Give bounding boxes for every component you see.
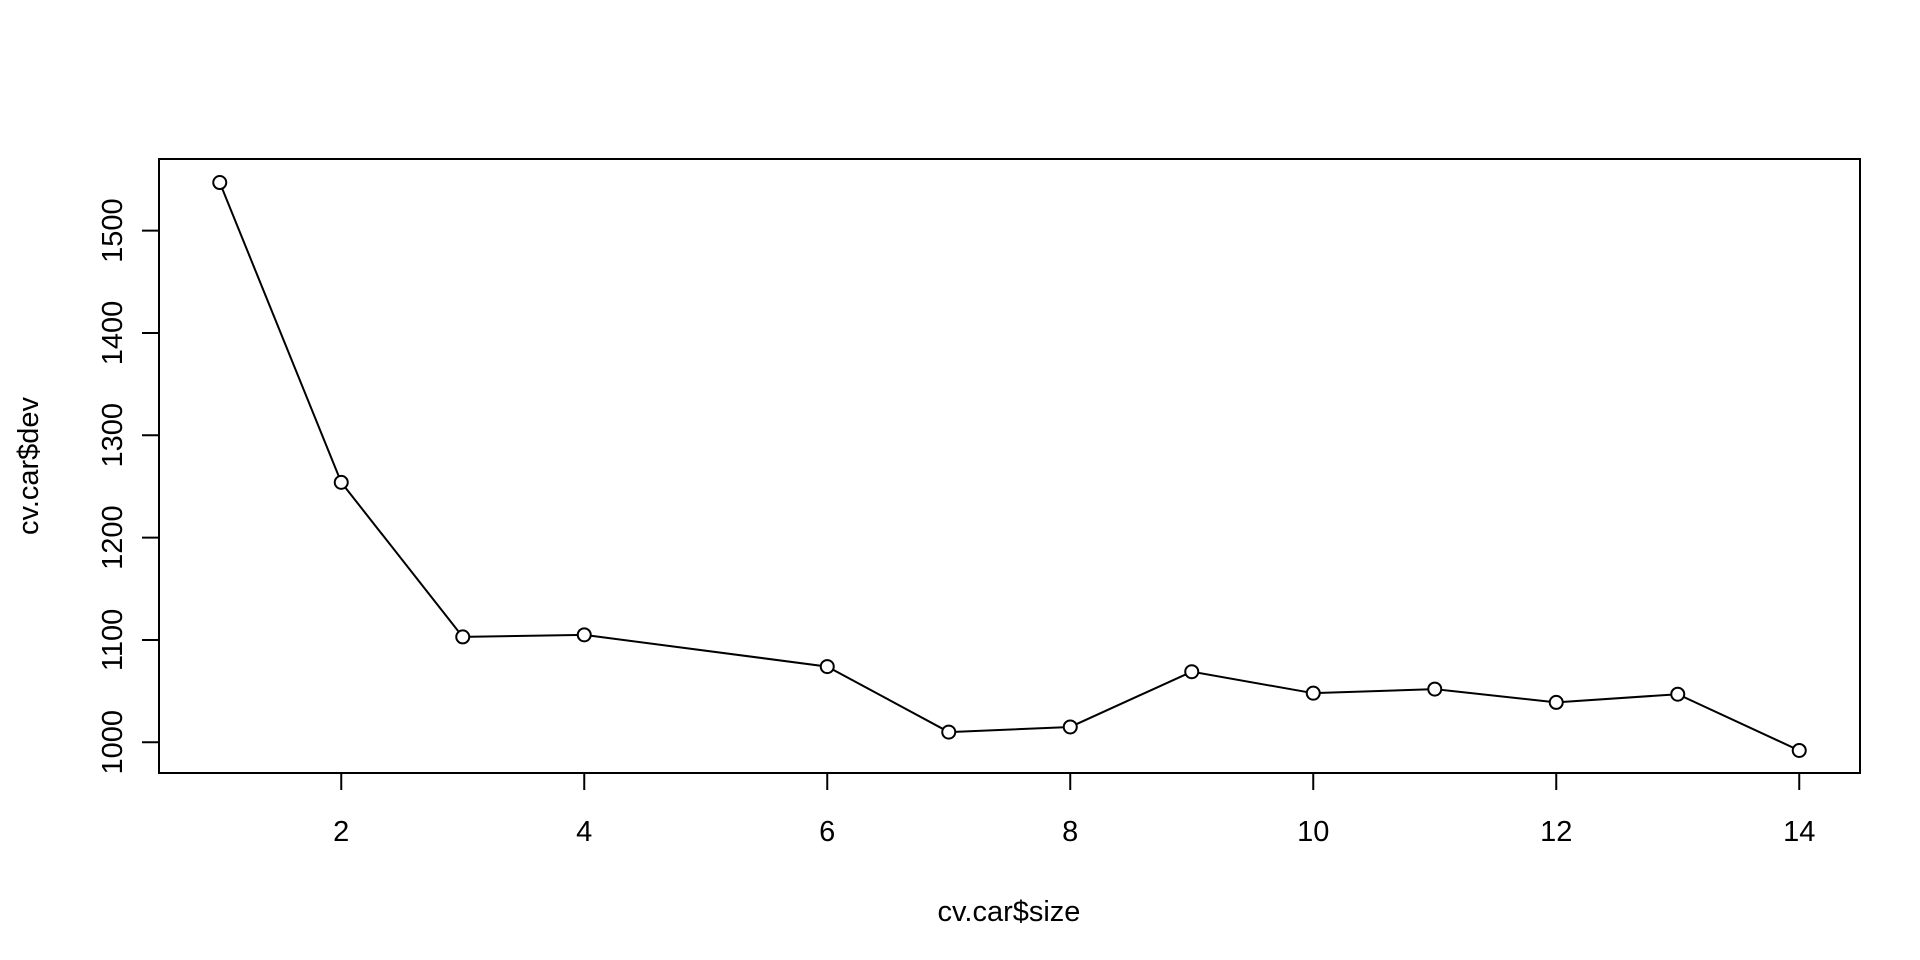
y-axis-label: cv.car$dev (13, 396, 45, 535)
data-point (333, 474, 349, 490)
data-points (212, 175, 1807, 758)
data-point (1062, 719, 1078, 735)
y-tick-label: 1400 (97, 301, 129, 366)
data-point (1548, 694, 1564, 710)
x-tick-label: 6 (819, 816, 835, 848)
y-tick-label: 1300 (97, 403, 129, 468)
data-point (576, 627, 592, 643)
x-axis: 2 4 6 8 10 12 14 (333, 773, 1815, 848)
data-point (212, 175, 228, 191)
data-point (1427, 681, 1443, 697)
x-tick-label: 8 (1062, 816, 1078, 848)
data-point (1184, 664, 1200, 680)
data-point (819, 659, 835, 675)
data-point (1305, 685, 1321, 701)
plot-frame (158, 158, 1861, 774)
series-line (218, 182, 1800, 752)
data-point (941, 724, 957, 740)
data-point (1791, 742, 1807, 758)
y-tick-label: 1000 (97, 710, 129, 775)
data-point (1670, 686, 1686, 702)
x-tick-label: 4 (576, 816, 592, 848)
data-point (455, 629, 471, 645)
x-tick-label: 2 (333, 816, 349, 848)
y-tick-label: 1100 (97, 609, 129, 671)
y-tick-label: 1500 (97, 198, 129, 263)
x-axis-label: cv.car$size (938, 896, 1081, 928)
x-tick-label: 10 (1297, 816, 1329, 848)
y-tick-label: 1200 (97, 505, 129, 570)
x-tick-label: 14 (1783, 816, 1815, 848)
y-axis: 1000 1100 1200 1300 1400 1500 (97, 198, 159, 775)
x-tick-label: 12 (1540, 816, 1572, 848)
